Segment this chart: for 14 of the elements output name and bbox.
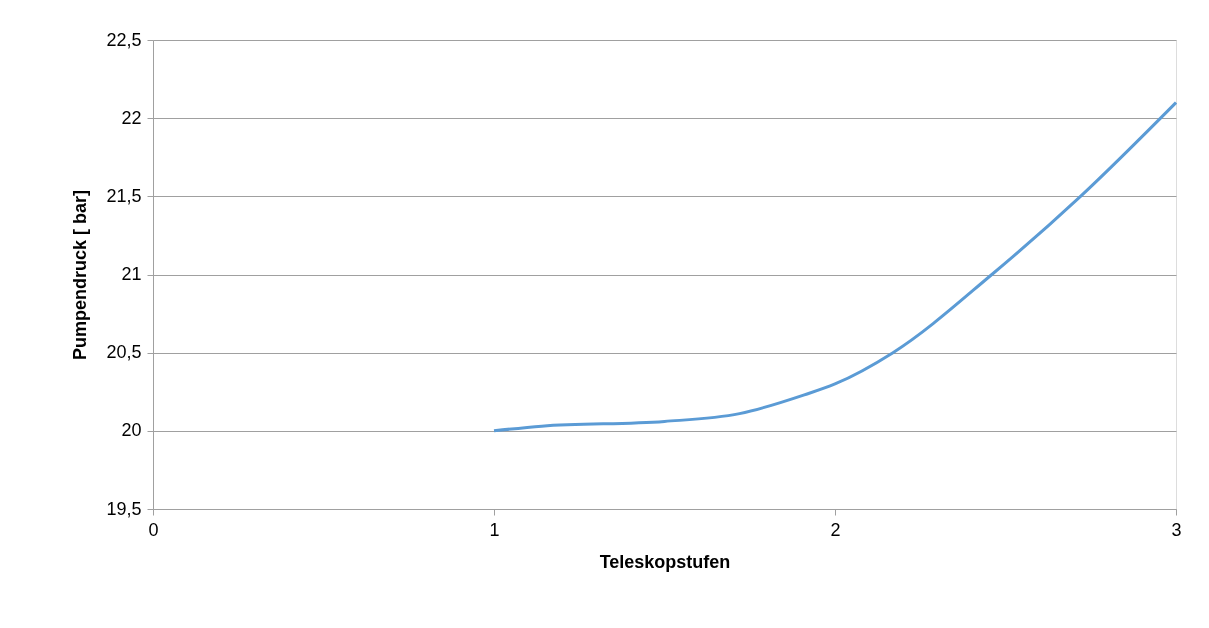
y-tick-label: 19,5 bbox=[106, 498, 142, 519]
y-tick-label: 20 bbox=[121, 420, 142, 441]
y-tick-label: 22,5 bbox=[106, 29, 142, 50]
y-tick-label: 20,5 bbox=[106, 342, 142, 363]
x-tick-label: 0 bbox=[148, 519, 159, 540]
x-axis-title: Teleskopstufen bbox=[599, 551, 731, 572]
line-series bbox=[492, 101, 1178, 433]
y-tick-label: 21 bbox=[121, 264, 142, 284]
y-axis-title: Pumpendruck [ bar] bbox=[70, 189, 91, 361]
x-tick-label: 1 bbox=[489, 519, 500, 540]
x-tick-label: 3 bbox=[1171, 519, 1182, 540]
x-tick-label: 2 bbox=[830, 519, 841, 540]
y-tick-label: 22 bbox=[121, 107, 142, 128]
y-tick-label: 21,5 bbox=[106, 185, 142, 206]
